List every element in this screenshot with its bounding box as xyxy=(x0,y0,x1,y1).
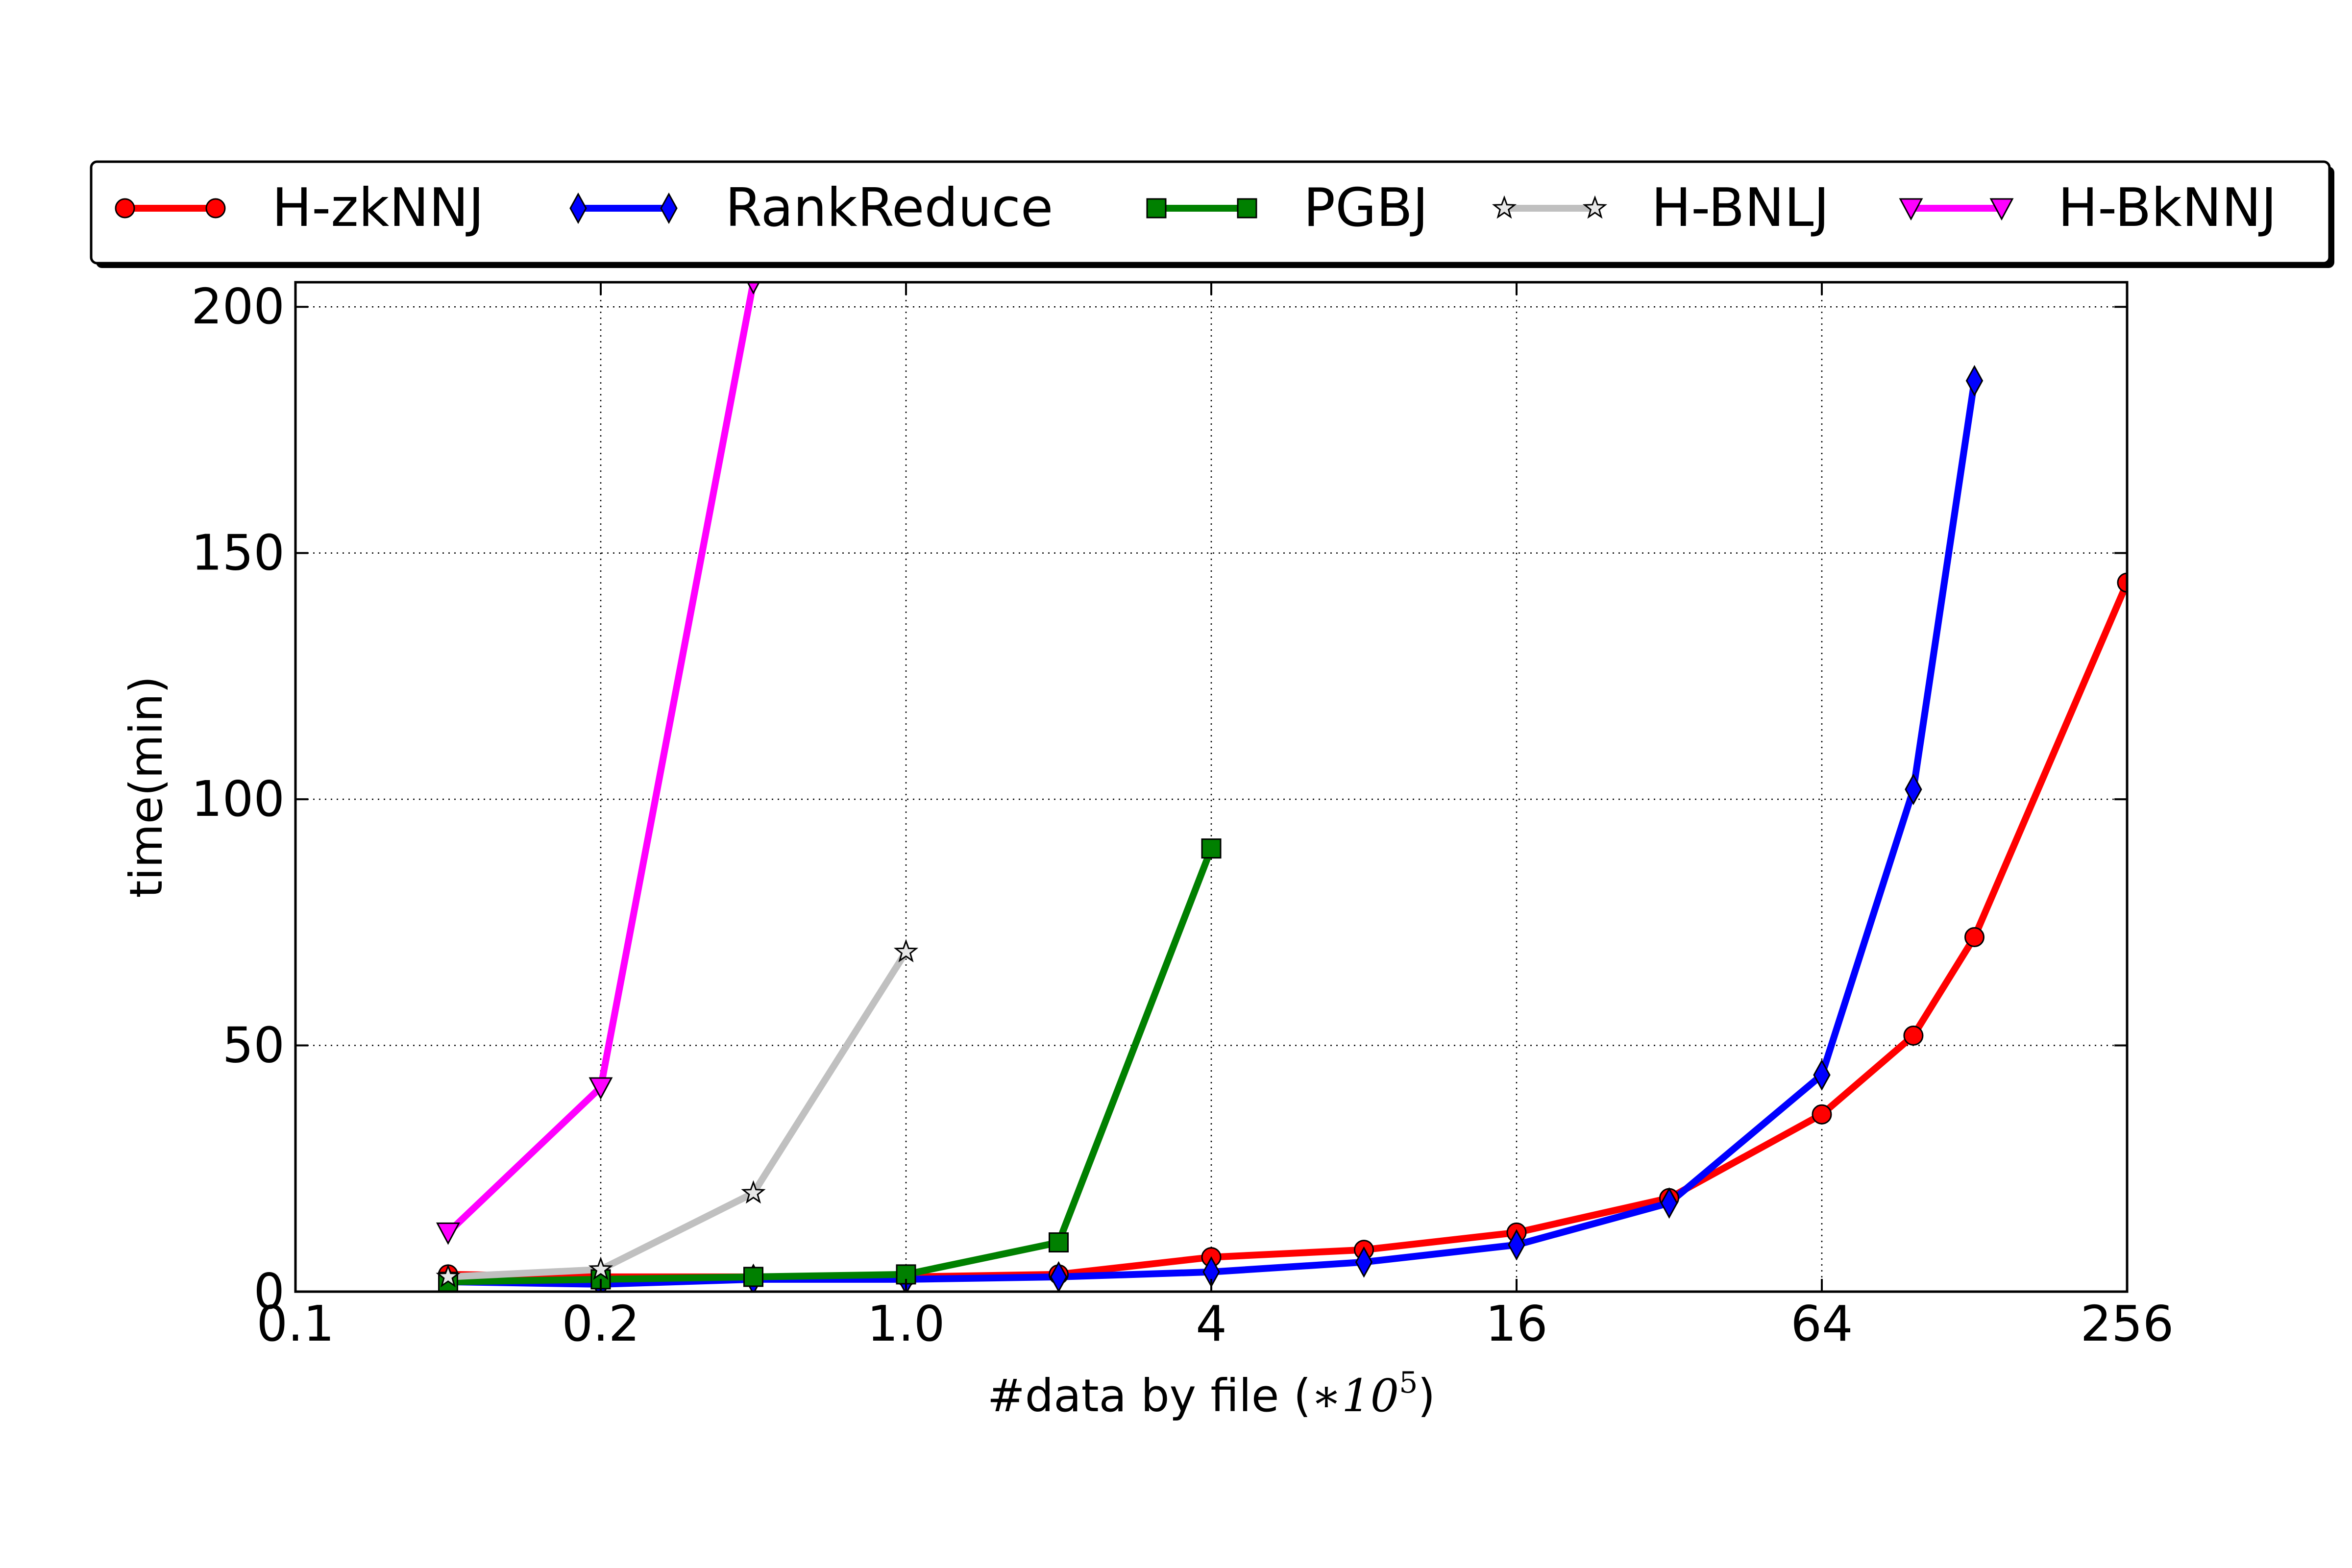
data-point-h-bnlj xyxy=(741,1180,766,1204)
legend-marker-h-bnlj xyxy=(1492,195,1517,219)
x-tick-label: 4 xyxy=(1196,1295,1227,1352)
legend-marker-pgbj xyxy=(1146,198,1167,219)
x-axis-label-close: ) xyxy=(1418,1370,1435,1422)
legend-label-pgbj: PGBJ xyxy=(1303,177,1428,239)
legend-item-h-bknnj: H-BkNNJ xyxy=(1899,177,2277,239)
plot-area xyxy=(294,281,2129,1293)
legend-marker-rankreduce xyxy=(660,192,678,224)
data-point-h-zknnj xyxy=(1964,927,1984,947)
data-point-pgbj xyxy=(1049,1232,1069,1253)
legend-label-h-bnlj: H-BNLJ xyxy=(1651,177,1829,239)
data-point-h-bknnj xyxy=(588,1077,613,1100)
y-tick-label: 0 xyxy=(253,1263,285,1320)
x-tick-label: 64 xyxy=(1790,1295,1853,1352)
data-point-rankreduce xyxy=(1965,365,1984,397)
y-axis-label: time(min) xyxy=(120,676,172,898)
legend-label-h-zknnj: H-zkNNJ xyxy=(272,177,484,239)
x-tick-labels: 0.1 0.2 1.0 4 16 64 256 xyxy=(256,1295,2174,1352)
legend-label-rankreduce: RankReduce xyxy=(725,177,1053,239)
legend-item-h-zknnj: H-zkNNJ xyxy=(115,177,484,239)
x-tick-label: 0.2 xyxy=(562,1295,639,1352)
y-tick-labels: 0 50 100 150 200 xyxy=(191,278,285,1320)
legend-frame xyxy=(90,160,2331,265)
legend-item-h-bnlj: H-BNLJ xyxy=(1492,177,1829,239)
series-line-pgbj xyxy=(448,847,1215,1285)
data-point-h-bknnj xyxy=(436,1222,461,1245)
data-point-h-bnlj xyxy=(893,939,919,962)
legend-item-rankreduce: RankReduce xyxy=(569,177,1053,239)
legend-marker-h-bknnj xyxy=(1989,198,2014,221)
legend-marker-h-bnlj xyxy=(1582,195,1608,219)
data-point-pgbj xyxy=(1201,838,1222,859)
data-point-rankreduce xyxy=(1813,1059,1831,1091)
legend-item-pgbj: PGBJ xyxy=(1146,177,1428,239)
legend-marker-h-bknnj xyxy=(1899,198,1923,221)
data-point-h-zknnj xyxy=(1812,1104,1832,1125)
x-tick-label: 0.1 xyxy=(256,1295,334,1352)
x-tick-label: 256 xyxy=(2081,1295,2174,1352)
data-point-h-bnlj xyxy=(436,1264,461,1288)
tick-marks xyxy=(294,282,2128,1293)
legend-label-h-bknnj: H-BkNNJ xyxy=(2058,177,2277,239)
x-axis-label-exponent: 5 xyxy=(1399,1366,1418,1400)
plot-background xyxy=(295,282,2127,1292)
data-point-rankreduce xyxy=(1905,773,1922,806)
data-point-rankreduce xyxy=(1660,1187,1678,1219)
data-point-pgbj xyxy=(743,1267,763,1287)
data-point-h-bnlj xyxy=(588,1256,613,1280)
x-tick-label: 16 xyxy=(1485,1295,1547,1352)
data-point-rankreduce xyxy=(1355,1246,1373,1278)
data-point-h-zknnj xyxy=(1903,1025,1924,1046)
data-point-rankreduce xyxy=(1508,1229,1525,1261)
x-axis-label: #data by file (∗105) xyxy=(987,1366,1436,1422)
y-tick-label: 100 xyxy=(191,770,285,828)
x-axis-label-math: ∗10 xyxy=(1311,1370,1399,1422)
series-line-h-bnlj xyxy=(448,950,909,1280)
data-point-h-zknnj xyxy=(2117,572,2127,593)
legend-marker-h-zknnj xyxy=(205,198,226,219)
legend-marker-pgbj xyxy=(1237,198,1257,219)
y-tick-label: 50 xyxy=(222,1017,285,1074)
x-tick-label: 1.0 xyxy=(867,1295,945,1352)
y-tick-label: 200 xyxy=(191,278,285,335)
y-tick-label: 150 xyxy=(191,524,285,582)
legend: H-zkNNJ RankReduce PGBJ H-BNLJ H-BkNNJ xyxy=(90,160,2334,268)
legend-marker-rankreduce xyxy=(569,192,587,224)
legend-marker-h-zknnj xyxy=(115,198,135,219)
x-axis-label-text: #data by file ( xyxy=(987,1370,1311,1422)
